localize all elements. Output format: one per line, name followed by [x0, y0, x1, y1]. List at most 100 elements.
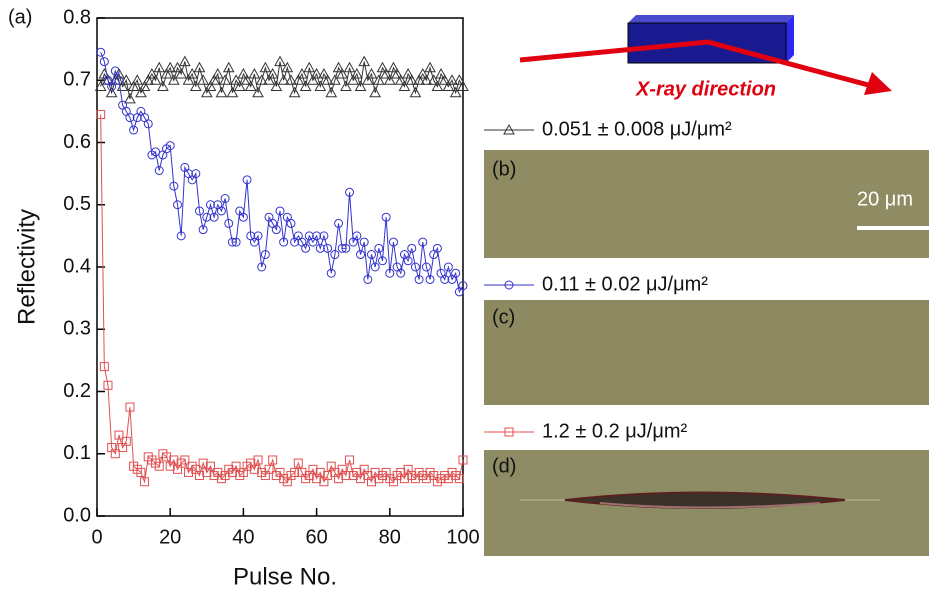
- micrograph-c: [484, 300, 929, 405]
- marker: [307, 74, 319, 85]
- marker: [383, 74, 396, 85]
- marker: [233, 80, 246, 91]
- marker: [211, 67, 224, 79]
- marker: [242, 175, 252, 185]
- plot-frame: [96, 17, 464, 517]
- marker: [380, 67, 392, 79]
- marker: [154, 166, 164, 176]
- marker: [365, 67, 378, 79]
- marker: [443, 262, 453, 272]
- xray-beam: [519, 39, 873, 89]
- marker: [281, 61, 294, 73]
- marker: [268, 455, 278, 465]
- marker: [321, 74, 334, 85]
- marker: [354, 80, 367, 91]
- damage-edge: [599, 502, 821, 509]
- y-tick-label: 0.2: [63, 380, 91, 402]
- marker: [194, 206, 204, 216]
- marker: [230, 74, 242, 85]
- marker: [189, 80, 202, 91]
- marker: [359, 237, 369, 247]
- marker: [405, 74, 418, 85]
- legend-marker: [504, 280, 514, 290]
- marker: [165, 141, 175, 151]
- marker: [440, 274, 450, 284]
- marker: [209, 212, 219, 222]
- marker: [403, 256, 413, 266]
- marker: [301, 243, 311, 253]
- marker: [249, 464, 259, 474]
- marker: [449, 86, 462, 98]
- marker: [330, 250, 340, 260]
- marker: [453, 74, 466, 85]
- marker: [275, 206, 285, 216]
- marker: [358, 55, 371, 67]
- panel-label: (c): [492, 306, 515, 328]
- marker: [290, 467, 300, 477]
- marker: [215, 86, 228, 98]
- marker: [431, 80, 444, 91]
- marker: [146, 67, 158, 79]
- marker: [376, 61, 389, 73]
- marker: [271, 225, 281, 235]
- crystal-side: [786, 15, 794, 63]
- marker: [222, 61, 235, 73]
- marker: [425, 274, 435, 284]
- marker: [178, 55, 191, 67]
- y-tick-label: 0.0: [63, 504, 91, 526]
- legend-label: 0.11 ± 0.02 μJ/μm²: [542, 273, 708, 295]
- marker: [264, 464, 274, 474]
- panel-label: (d): [492, 455, 516, 477]
- marker: [410, 262, 420, 272]
- marker: [356, 250, 366, 260]
- marker: [204, 80, 217, 91]
- marker: [394, 74, 407, 85]
- marker: [142, 74, 155, 85]
- marker: [308, 464, 318, 474]
- marker: [99, 362, 109, 372]
- x-tick-label: 60: [305, 526, 327, 548]
- marker: [241, 74, 253, 85]
- marker: [396, 268, 406, 278]
- marker: [347, 74, 360, 85]
- marker: [140, 477, 150, 487]
- marker: [288, 86, 301, 98]
- marker: [369, 86, 382, 98]
- marker: [385, 268, 395, 278]
- marker: [198, 458, 208, 468]
- marker: [224, 218, 234, 228]
- marker: [381, 212, 391, 222]
- marker: [227, 237, 237, 247]
- marker: [169, 455, 179, 465]
- marker: [420, 74, 433, 85]
- marker: [293, 458, 303, 468]
- marker: [424, 61, 436, 73]
- marker: [127, 80, 140, 91]
- marker: [458, 281, 468, 291]
- marker: [435, 67, 447, 79]
- marker: [323, 471, 333, 481]
- marker: [237, 67, 250, 79]
- marker: [168, 74, 180, 85]
- marker: [315, 467, 325, 477]
- marker: [341, 471, 351, 481]
- marker: [226, 86, 239, 98]
- marker: [352, 231, 362, 241]
- marker: [197, 74, 209, 85]
- marker: [299, 80, 312, 91]
- marker: [105, 86, 118, 98]
- crystal-top: [628, 15, 794, 23]
- x-axis-label: Pulse No.: [233, 563, 337, 590]
- panel-label: (b): [492, 158, 516, 180]
- marker: [325, 86, 338, 98]
- marker: [345, 455, 355, 465]
- legend-label: 0.051 ± 0.008 μJ/μm²: [542, 118, 732, 140]
- marker: [458, 455, 468, 465]
- marker: [370, 262, 380, 272]
- x-tick-label: 40: [232, 526, 254, 548]
- marker: [260, 250, 270, 260]
- marker: [407, 243, 417, 253]
- marker: [329, 74, 341, 85]
- marker: [418, 237, 428, 247]
- marker: [303, 61, 316, 73]
